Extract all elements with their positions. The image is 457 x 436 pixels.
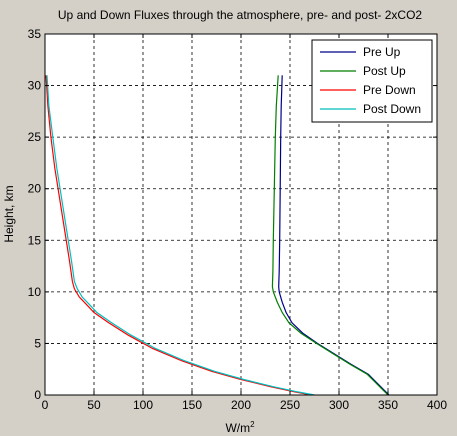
y-tick-label: 30 — [28, 79, 42, 93]
x-tick-label: 250 — [280, 398, 300, 412]
series-line-post-down — [46, 75, 315, 396]
legend-box — [311, 39, 433, 123]
series-lines — [45, 75, 390, 396]
y-tick-label: 15 — [28, 233, 42, 247]
legend-label-pre-up: Pre Up — [363, 45, 401, 59]
legend-label-post-down: Post Down — [363, 102, 421, 116]
series-line-post-up — [271, 75, 389, 396]
y-tick-label: 10 — [28, 285, 42, 299]
legend-label-post-up: Post Up — [363, 64, 406, 78]
x-tick-label: 200 — [231, 398, 251, 412]
x-tick-label: 50 — [87, 398, 101, 412]
x-tick-label: 100 — [133, 398, 153, 412]
axis-ticks: 0 50 100 150 200 250 300 350 400 0 5 10 15 20 25 30 35 — [28, 27, 448, 412]
x-tick-label: 0 — [42, 398, 49, 412]
x-axis-label-superscript: 2 — [250, 420, 255, 429]
x-tick-label: 300 — [329, 398, 349, 412]
y-tick-label: 25 — [28, 130, 42, 144]
y-axis-label: Height, km — [2, 185, 16, 242]
x-axis-label: W/m2 — [225, 420, 255, 435]
y-tick-label: 5 — [34, 336, 41, 350]
y-tick-label: 20 — [28, 182, 42, 196]
x-tick-label: 350 — [378, 398, 398, 412]
y-tick-label: 0 — [34, 388, 41, 402]
x-tick-label: 150 — [182, 398, 202, 412]
x-axis-label-text: W/m — [225, 421, 250, 435]
y-tick-label: 35 — [28, 27, 42, 41]
legend: Pre Up Post Up Pre Down Post Down — [311, 39, 433, 123]
chart-title: Up and Down Fluxes through the atmospher… — [58, 8, 423, 22]
series-line-pre-down — [45, 75, 312, 396]
legend-label-pre-down: Pre Down — [363, 83, 416, 97]
x-tick-label: 400 — [427, 398, 447, 412]
